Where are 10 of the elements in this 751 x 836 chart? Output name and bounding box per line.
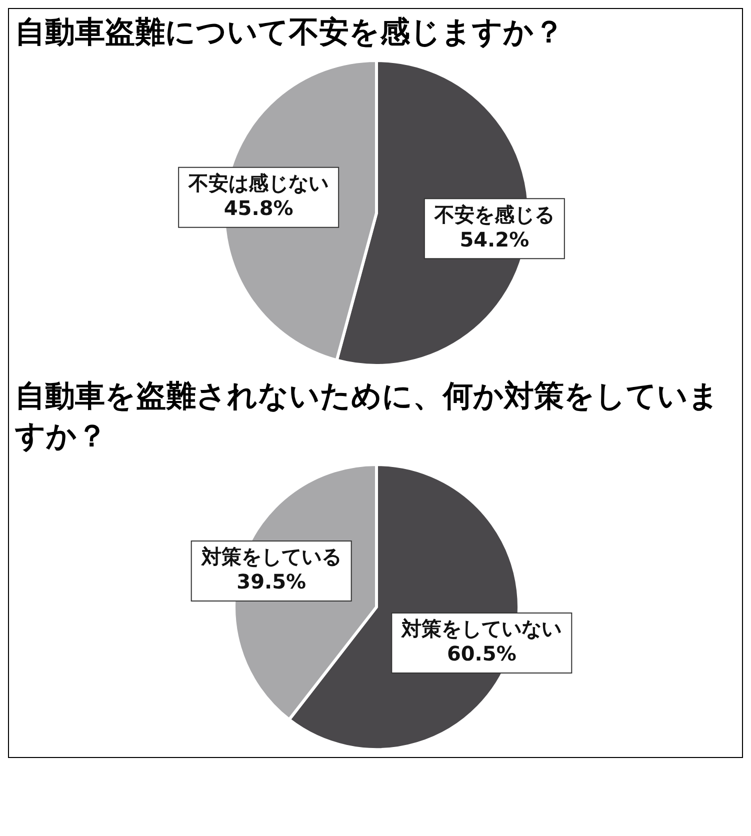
data-label: 39.5%: [236, 570, 306, 594]
data-label: 54.2%: [460, 227, 530, 252]
chart-title: 自動車盗難について不安を感じますか？: [14, 14, 565, 52]
data-label: 60.5%: [446, 642, 516, 666]
data-label: 45.8%: [224, 196, 294, 220]
slice-label: 不安を感じる: [433, 202, 554, 226]
chart-title: 自動車を盗難されないために、何か対策をしていますか？: [14, 378, 720, 456]
slice-label: 対策をしている: [200, 544, 342, 569]
slice-label: 対策をしていない: [400, 616, 562, 641]
slice-label: 不安は感じない: [188, 171, 329, 196]
